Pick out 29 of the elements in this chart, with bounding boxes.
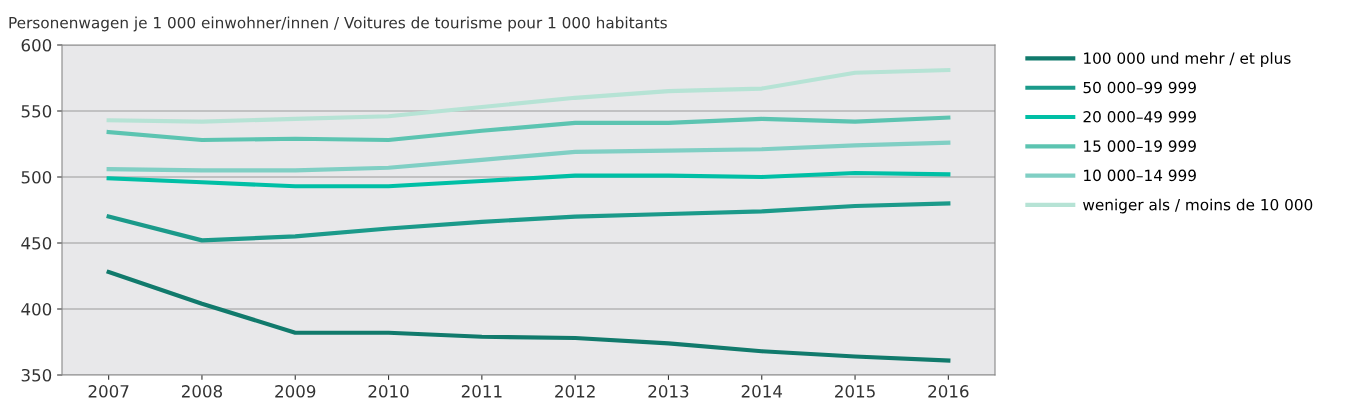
y-tick-label: 450 <box>21 236 52 250</box>
y-tick-label: 400 <box>21 302 52 316</box>
x-tick-label: 2009 <box>275 385 316 398</box>
line-series <box>106 170 951 189</box>
x-tick-label: 2014 <box>741 385 783 398</box>
x-tick-label: 2015 <box>835 385 875 398</box>
legend-label: 15 000–19 999 <box>1084 140 1196 152</box>
y-tick-label: 350 <box>21 368 52 382</box>
line-series <box>106 269 951 363</box>
x-tick-label: 2012 <box>555 385 595 398</box>
x-tick-label: 2011 <box>461 385 502 398</box>
line-series <box>106 67 951 124</box>
legend-label: weniger als / moins de 10 000 <box>1083 198 1313 214</box>
x-tick-label: 2008 <box>181 385 223 398</box>
x-tick-label: 2013 <box>648 385 689 398</box>
line-series <box>106 201 951 243</box>
legend-label: 10 000–14 999 <box>1084 169 1196 182</box>
x-tick-label: 2010 <box>368 385 409 398</box>
legend-label: 50 000–99 999 <box>1083 81 1196 94</box>
line-series <box>106 140 951 173</box>
legend-label: 100 000 und mehr / et plus <box>1084 52 1291 67</box>
x-tick-label: 2016 <box>928 385 969 398</box>
legend-label: 20 000–49 999 <box>1083 111 1196 123</box>
y-tick-label: 550 <box>21 104 52 118</box>
y-axis-title: Personenwagen je 1 000 einwohner/innen / Voitures de tourisme pour 1 000 habitants <box>9 16 667 32</box>
x-tick-label: 2007 <box>88 385 129 398</box>
y-tick-label: 500 <box>21 170 52 184</box>
y-tick-label: 600 <box>21 38 52 52</box>
line-series <box>106 115 951 143</box>
